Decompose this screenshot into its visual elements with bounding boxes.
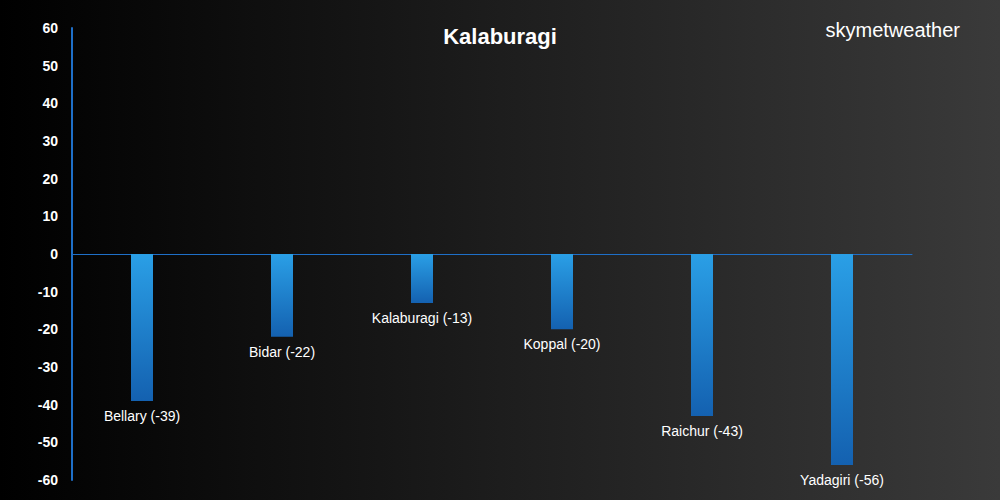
svg-text:-30: -30: [38, 359, 58, 375]
svg-text:0: 0: [50, 246, 58, 262]
svg-text:skymetweather: skymetweather: [826, 19, 961, 41]
svg-text:Raichur (-43): Raichur (-43): [661, 423, 743, 439]
svg-text:Kalaburagi: Kalaburagi: [443, 24, 557, 49]
svg-text:Kalaburagi (-13): Kalaburagi (-13): [372, 310, 472, 326]
svg-text:10: 10: [42, 208, 58, 224]
svg-text:40: 40: [42, 95, 58, 111]
svg-text:Bellary (-39): Bellary (-39): [104, 408, 180, 424]
svg-text:-40: -40: [38, 397, 58, 413]
svg-text:-10: -10: [38, 284, 58, 300]
svg-text:30: 30: [42, 133, 58, 149]
svg-text:Bidar (-22): Bidar (-22): [249, 344, 315, 360]
svg-text:-60: -60: [38, 472, 58, 488]
svg-text:50: 50: [42, 58, 58, 74]
svg-text:-20: -20: [38, 321, 58, 337]
svg-text:-50: -50: [38, 434, 58, 450]
svg-text:20: 20: [42, 171, 58, 187]
svg-text:Yadagiri (-56): Yadagiri (-56): [800, 472, 884, 488]
svg-text:Koppal (-20): Koppal (-20): [523, 336, 600, 352]
svg-text:60: 60: [42, 20, 58, 36]
